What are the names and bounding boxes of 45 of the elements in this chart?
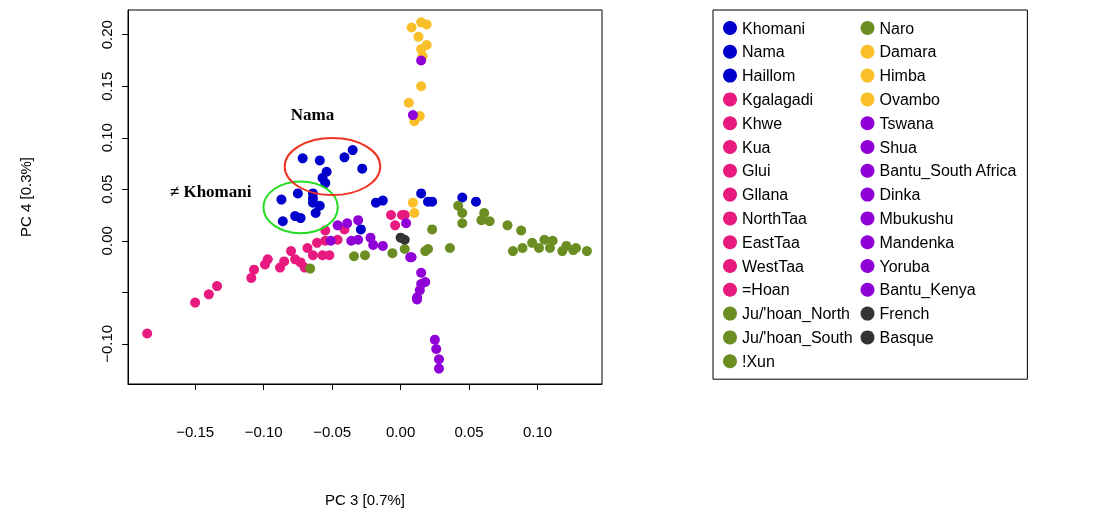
legend-label: Himba: [879, 67, 926, 85]
legend-label: Shua: [879, 138, 917, 156]
annotation: ≠ Khomani: [169, 181, 252, 201]
x-tick-label: 0.05: [454, 423, 484, 440]
x-tick-label: −0.10: [244, 423, 283, 440]
legend-label: Mbukushu: [879, 209, 954, 227]
legend-label: Khomani: [742, 19, 806, 37]
legend-label: Bantu_Kenya: [879, 281, 976, 300]
legend-label: Nama: [742, 43, 785, 61]
legend-label: Kgalagadi: [742, 90, 814, 108]
x-tick-label: 0.10: [523, 423, 553, 440]
legend-label: Glui: [742, 162, 771, 180]
legend-label: Gllana: [742, 186, 789, 204]
legend-label: Damara: [879, 43, 937, 61]
legend-label: Ju/'hoan_South: [742, 328, 853, 347]
x-axis-title: PC 3 [0.7%]: [324, 491, 406, 508]
legend-label: Haillom: [742, 67, 796, 85]
legend-label: EastTaa: [742, 233, 800, 251]
y-tick-label: 0.20: [98, 20, 115, 50]
legend-label: Mandenka: [879, 233, 955, 251]
legend-label: Bantu_South Africa: [879, 162, 1017, 181]
legend-label: Naro: [879, 19, 915, 37]
legend-label: Kua: [742, 138, 771, 156]
legend-label: Basque: [879, 328, 934, 346]
legend-label: Ju/'hoan_North: [742, 305, 851, 324]
legend-label: Yoruba: [879, 257, 930, 275]
y-tick-label: 0.05: [98, 174, 115, 204]
legend-label: Dinka: [879, 186, 921, 204]
legend-label: Ovambo: [879, 90, 941, 108]
legend-label: French: [879, 305, 930, 323]
legend-label: Khwe: [742, 114, 783, 132]
legend-label: WestTaa: [742, 257, 805, 275]
legend-label: !Xun: [742, 352, 775, 370]
y-tick-label: 0.00: [98, 226, 115, 256]
x-tick-label: −0.15: [176, 423, 215, 440]
y-tick-label: −0.10: [98, 324, 115, 363]
legend-label: NorthTaa: [742, 209, 808, 227]
y-tick-label: 0.10: [98, 123, 115, 153]
annotation: Nama: [290, 104, 335, 124]
y-axis-title: PC 4 [0.3%]: [17, 156, 34, 238]
legend-label: Tswana: [879, 114, 934, 132]
y-tick-label: 0.15: [98, 71, 115, 101]
legend-label: =Hoan: [742, 281, 790, 299]
x-tick-label: −0.05: [313, 423, 352, 440]
x-tick-label: 0.00: [386, 423, 416, 440]
